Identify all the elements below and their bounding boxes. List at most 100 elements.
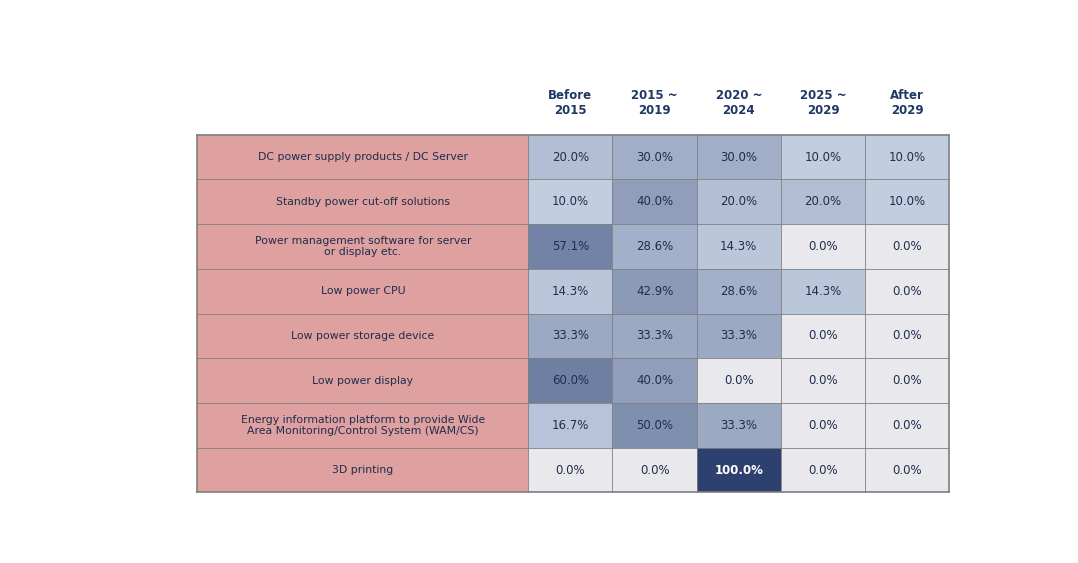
Bar <box>780 224 866 269</box>
Text: 0.0%: 0.0% <box>808 240 838 253</box>
Text: Power management software for server
or display etc.: Power management software for server or … <box>254 236 471 257</box>
Bar <box>780 180 866 224</box>
Bar <box>197 269 528 314</box>
Text: 0.0%: 0.0% <box>893 240 922 253</box>
Bar <box>612 358 696 403</box>
Bar <box>866 135 950 180</box>
Text: 2015 ~
2019: 2015 ~ 2019 <box>632 90 678 117</box>
Text: 28.6%: 28.6% <box>636 240 673 253</box>
Text: 40.0%: 40.0% <box>636 374 673 387</box>
Text: 50.0%: 50.0% <box>636 419 673 432</box>
Bar <box>696 448 780 493</box>
Text: 20.0%: 20.0% <box>720 195 758 208</box>
Bar <box>528 269 612 314</box>
Bar <box>612 314 696 358</box>
Bar <box>197 314 528 358</box>
Bar <box>197 224 528 269</box>
Text: Before
2015: Before 2015 <box>549 90 593 117</box>
Text: 2025 ~
2029: 2025 ~ 2029 <box>800 90 846 117</box>
Bar <box>696 269 780 314</box>
Bar <box>197 135 528 180</box>
Bar <box>197 358 528 403</box>
Text: 0.0%: 0.0% <box>555 463 585 476</box>
Text: 14.3%: 14.3% <box>552 285 589 298</box>
Bar <box>780 448 866 493</box>
Text: After
2029: After 2029 <box>890 90 924 117</box>
Text: 10.0%: 10.0% <box>888 151 926 164</box>
Bar <box>696 135 780 180</box>
Text: 14.3%: 14.3% <box>804 285 842 298</box>
Bar <box>866 224 950 269</box>
Bar <box>528 358 612 403</box>
Text: 20.0%: 20.0% <box>804 195 842 208</box>
Text: Low power storage device: Low power storage device <box>291 331 434 341</box>
Text: DC power supply products / DC Server: DC power supply products / DC Server <box>258 152 468 162</box>
Bar <box>528 403 612 448</box>
Text: 33.3%: 33.3% <box>720 419 757 432</box>
Bar <box>197 180 528 224</box>
Text: 33.3%: 33.3% <box>552 329 589 342</box>
Bar <box>612 224 696 269</box>
Bar <box>866 180 950 224</box>
Bar <box>528 224 612 269</box>
Text: 0.0%: 0.0% <box>893 285 922 298</box>
Bar <box>528 314 612 358</box>
Text: 0.0%: 0.0% <box>808 374 838 387</box>
Text: 16.7%: 16.7% <box>552 419 589 432</box>
Bar <box>866 358 950 403</box>
Text: 0.0%: 0.0% <box>808 329 838 342</box>
Bar <box>197 403 528 448</box>
Bar <box>528 180 612 224</box>
Text: 33.3%: 33.3% <box>720 329 757 342</box>
Text: 30.0%: 30.0% <box>720 151 757 164</box>
Text: 33.3%: 33.3% <box>636 329 673 342</box>
Text: 10.0%: 10.0% <box>888 195 926 208</box>
Text: 28.6%: 28.6% <box>720 285 758 298</box>
Bar <box>528 135 612 180</box>
Bar <box>197 448 528 493</box>
Text: 14.3%: 14.3% <box>720 240 758 253</box>
Text: 40.0%: 40.0% <box>636 195 673 208</box>
Text: 0.0%: 0.0% <box>893 374 922 387</box>
Text: 42.9%: 42.9% <box>636 285 674 298</box>
Text: Low power CPU: Low power CPU <box>320 286 405 296</box>
Bar <box>528 448 612 493</box>
Bar <box>866 448 950 493</box>
Bar <box>780 403 866 448</box>
Text: 100.0%: 100.0% <box>715 463 763 476</box>
Text: 20.0%: 20.0% <box>552 151 589 164</box>
Bar <box>696 224 780 269</box>
Bar <box>696 358 780 403</box>
Bar <box>866 269 950 314</box>
Bar <box>780 314 866 358</box>
Text: 0.0%: 0.0% <box>808 463 838 476</box>
Text: 57.1%: 57.1% <box>552 240 589 253</box>
Text: 0.0%: 0.0% <box>639 463 669 476</box>
Text: 0.0%: 0.0% <box>724 374 754 387</box>
Text: Low power display: Low power display <box>313 376 413 386</box>
Bar <box>612 269 696 314</box>
Text: 2020 ~
2024: 2020 ~ 2024 <box>716 90 762 117</box>
Bar <box>866 314 950 358</box>
Text: Standby power cut-off solutions: Standby power cut-off solutions <box>276 197 450 207</box>
Bar <box>612 448 696 493</box>
Bar <box>612 180 696 224</box>
Text: 0.0%: 0.0% <box>893 329 922 342</box>
Text: 0.0%: 0.0% <box>893 463 922 476</box>
Text: 10.0%: 10.0% <box>552 195 589 208</box>
Bar <box>780 269 866 314</box>
Text: 0.0%: 0.0% <box>893 419 922 432</box>
Text: 0.0%: 0.0% <box>808 419 838 432</box>
Text: Energy information platform to provide Wide
Area Monitoring/Control System (WAM/: Energy information platform to provide W… <box>240 414 485 436</box>
Text: 10.0%: 10.0% <box>804 151 842 164</box>
Text: 30.0%: 30.0% <box>636 151 673 164</box>
Bar <box>696 180 780 224</box>
Bar <box>866 403 950 448</box>
Bar <box>696 403 780 448</box>
Bar <box>780 135 866 180</box>
Text: 3D printing: 3D printing <box>332 465 393 475</box>
Bar <box>780 358 866 403</box>
Bar <box>612 403 696 448</box>
Bar <box>696 314 780 358</box>
Bar <box>612 135 696 180</box>
